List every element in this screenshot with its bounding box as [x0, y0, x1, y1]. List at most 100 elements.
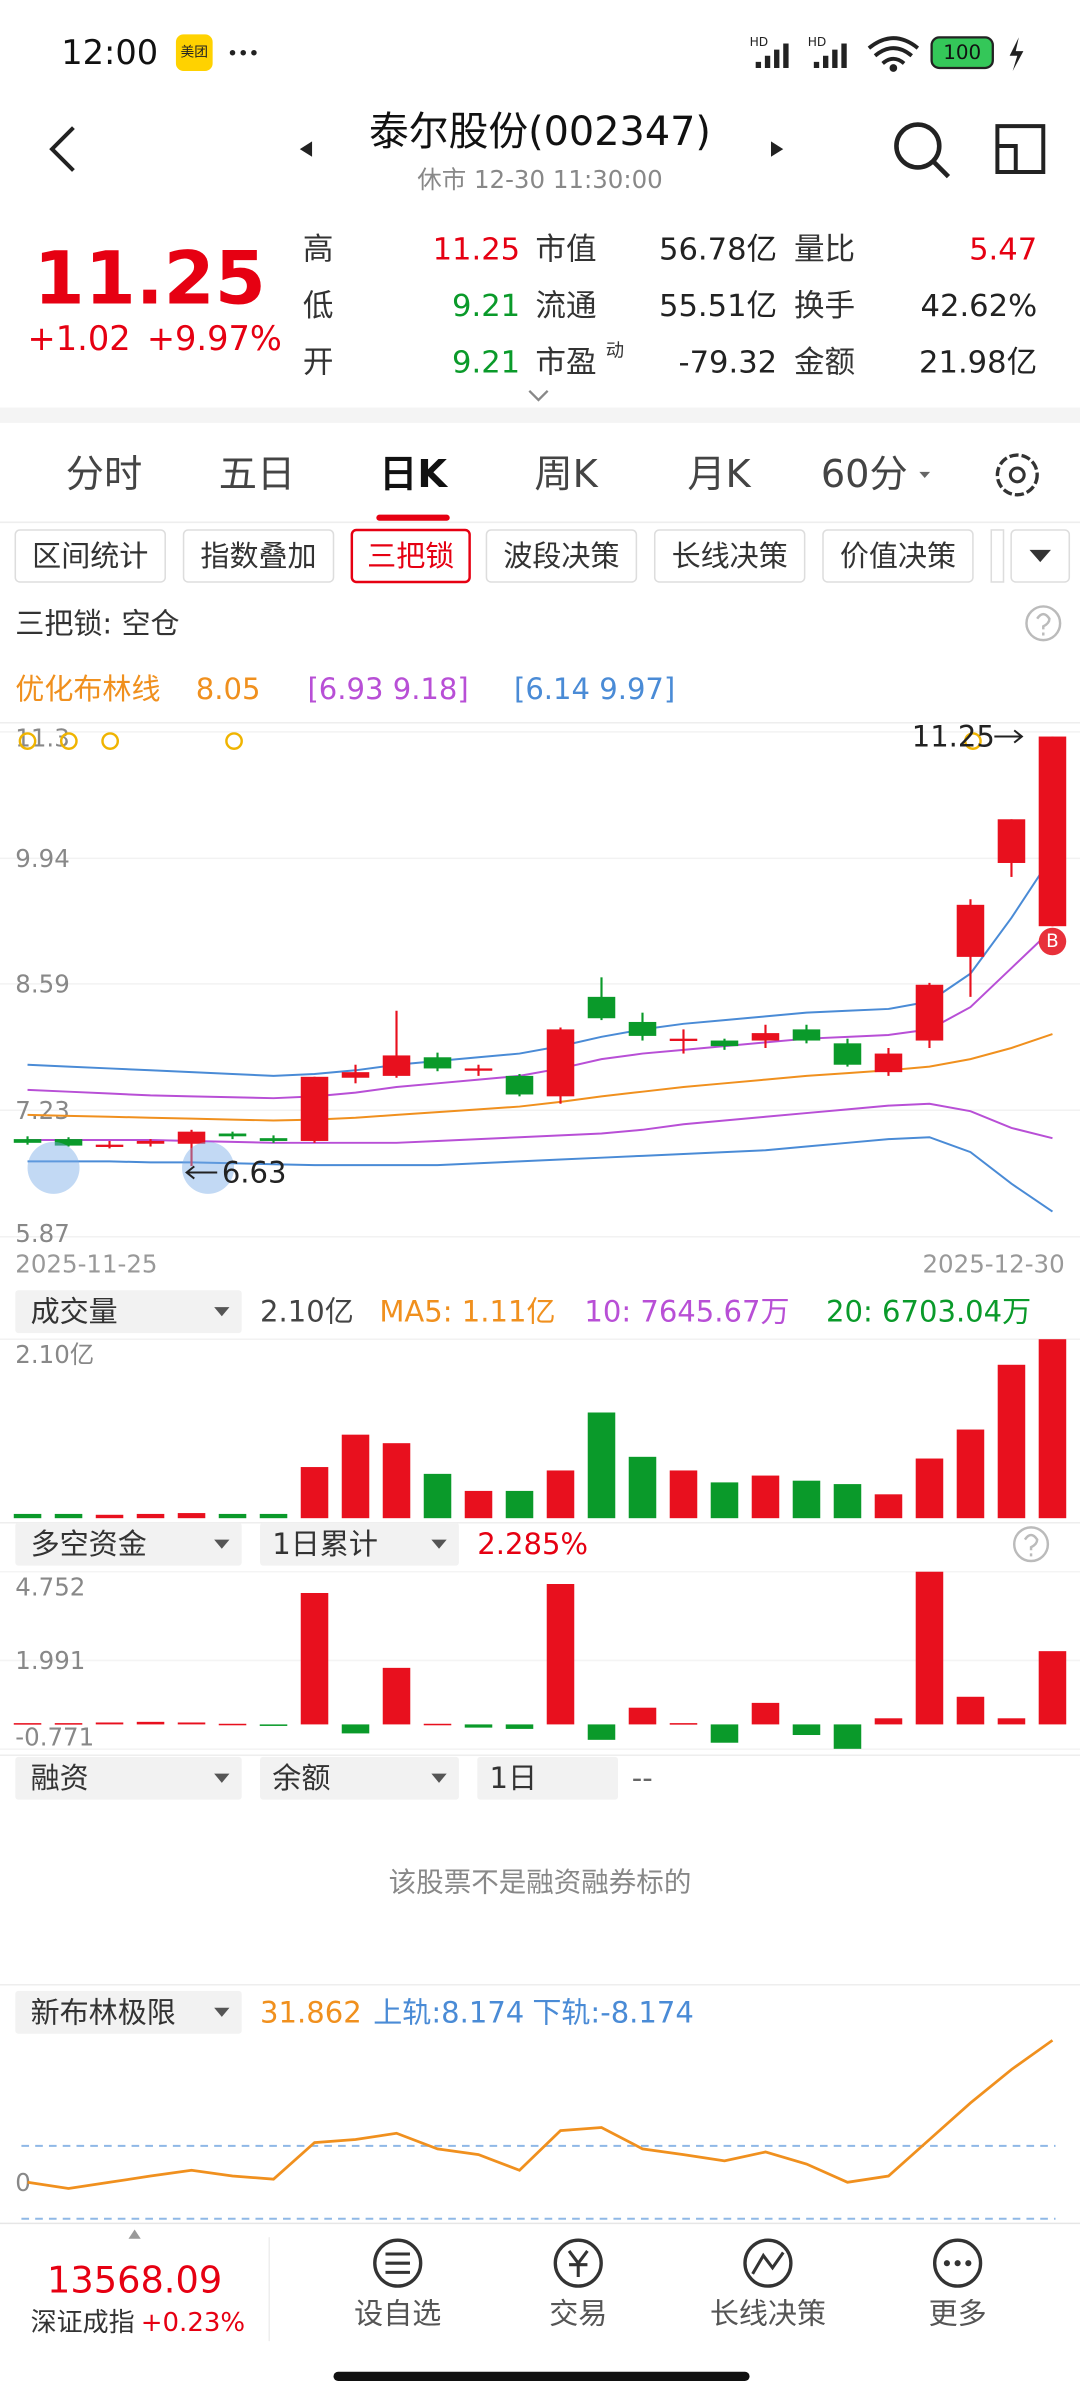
volume-bar — [136, 1513, 165, 1519]
candle-body — [628, 1021, 657, 1036]
nav-label[interactable]: 交易 — [549, 2297, 607, 2331]
prev-stock[interactable] — [299, 141, 313, 157]
candle-body — [54, 1139, 83, 1146]
low-marker: 6.63 — [222, 1155, 287, 1189]
newboll-dropdown[interactable] — [15, 1990, 242, 2034]
dropdown-arrow — [431, 1773, 447, 1783]
fund-bar — [464, 1724, 493, 1728]
overlay-bubble[interactable] — [27, 1141, 80, 1194]
stat-label: 开 — [303, 346, 334, 381]
nav-label[interactable]: 更多 — [929, 2297, 987, 2331]
volume-bar — [423, 1473, 452, 1519]
candle-body — [259, 1138, 288, 1141]
newboll-lower: 下轨:-8.174 — [532, 1995, 694, 2029]
volume-bar — [300, 1467, 329, 1519]
candle-body — [915, 984, 944, 1041]
section-gap — [0, 407, 1080, 423]
volume-ma5: MA5: 1.11亿 — [379, 1295, 555, 1329]
fund-bar — [546, 1584, 575, 1725]
candle-body — [792, 1029, 821, 1041]
stat-label: 流通 — [535, 289, 596, 324]
volume-bar — [833, 1484, 862, 1519]
margin-field-dropdown[interactable] — [260, 1756, 459, 1800]
detail-icon[interactable] — [995, 124, 1046, 174]
tool-button[interactable] — [822, 529, 974, 583]
candle-body — [177, 1131, 206, 1144]
stat-value: 55.51亿 — [659, 289, 777, 324]
stat-value: 5.47 — [969, 233, 1037, 268]
tool-label: 指数叠加 — [200, 539, 316, 573]
index-change: +0.23% — [141, 2308, 245, 2338]
margin-dropdown[interactable] — [15, 1756, 242, 1800]
margin-field: 余额 — [272, 1761, 330, 1795]
dropdown-arrow — [214, 1539, 230, 1549]
help-icon[interactable] — [1012, 1526, 1050, 1563]
index-expand[interactable] — [128, 2229, 141, 2239]
home-indicator — [333, 2371, 750, 2381]
signal-label: HD — [750, 35, 769, 49]
period-tab[interactable]: 五日 — [219, 453, 295, 497]
signal-bulb — [225, 732, 243, 750]
volume-dropdown[interactable] — [15, 1290, 242, 1334]
lock-status: 三把锁: 空仓 — [15, 606, 179, 640]
stat-label: 量比 — [794, 233, 855, 268]
volume-bar — [997, 1364, 1026, 1519]
tool-button[interactable] — [182, 529, 335, 583]
volume-bar — [546, 1470, 575, 1519]
nav-label[interactable]: 长线决策 — [710, 2297, 826, 2331]
volume-bar — [915, 1458, 944, 1519]
market-status: 休市 12-30 11:30:00 — [417, 165, 663, 194]
period-tab[interactable]: 周K — [534, 453, 598, 497]
nav-icon[interactable] — [373, 2238, 423, 2288]
y-tick-label: 5.87 — [15, 1219, 69, 1248]
volume-bar — [792, 1480, 821, 1519]
price: 11.25 — [34, 237, 266, 322]
nav-label[interactable]: 设自选 — [354, 2297, 441, 2331]
volume-bar — [341, 1434, 370, 1519]
period-tab[interactable]: 60分 — [821, 453, 908, 497]
overlay-bubble[interactable] — [182, 1141, 235, 1194]
signal-bar — [823, 55, 829, 68]
tool-button[interactable] — [350, 528, 471, 584]
volume-bar — [628, 1456, 657, 1519]
x-tick-label: 2025-12-30 — [922, 1250, 1064, 1279]
volume-ma20: 20: 6703.04万 — [826, 1295, 1031, 1329]
period-tab[interactable]: 分时 — [66, 453, 142, 497]
help-icon[interactable] — [1025, 605, 1062, 642]
tool-button[interactable] — [485, 529, 638, 583]
nav-icon[interactable] — [743, 2238, 793, 2288]
settings-icon[interactable] — [995, 453, 1039, 497]
volume-bar — [505, 1490, 534, 1519]
fund-value: 2.285% — [477, 1527, 588, 1561]
signal-bar — [813, 61, 820, 68]
signal-bar — [755, 61, 762, 68]
fund-dropdown[interactable] — [15, 1522, 242, 1566]
candle-body — [710, 1040, 739, 1047]
wifi-icon — [867, 36, 920, 65]
next-stock[interactable] — [770, 141, 784, 157]
tool-button[interactable] — [653, 529, 806, 583]
battery — [930, 36, 994, 70]
y-tick-label: 0 — [15, 2168, 31, 2197]
nav-icon[interactable] — [553, 2238, 603, 2288]
period-tab[interactable]: 日K — [379, 453, 448, 497]
more-dot — [240, 49, 246, 56]
volume-bar — [587, 1412, 616, 1519]
fund-bar — [587, 1724, 616, 1740]
candle-body — [833, 1043, 862, 1065]
y-tick-label: 1.991 — [15, 1646, 85, 1675]
dropdown-arrow — [431, 1539, 447, 1549]
expand-chevron[interactable] — [528, 389, 549, 402]
fund-period-dropdown[interactable] — [260, 1522, 459, 1566]
wifi-dot — [889, 64, 898, 72]
band-line — [27, 1033, 1053, 1122]
period-tab[interactable]: 月K — [687, 453, 751, 497]
status-time: 12:00 — [61, 33, 158, 72]
volume-bar — [464, 1490, 493, 1519]
app-badge-bg — [175, 34, 213, 72]
tool-button[interactable] — [14, 529, 166, 583]
back-button[interactable] — [49, 126, 75, 172]
nav-icon[interactable] — [932, 2238, 983, 2288]
search-icon[interactable] — [894, 122, 942, 170]
